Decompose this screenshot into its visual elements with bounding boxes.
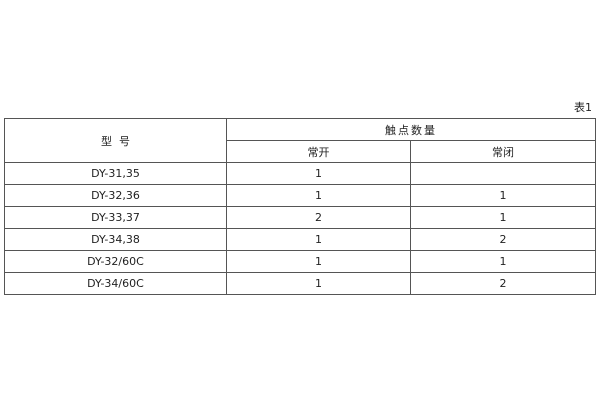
- cell-normally-open: 1: [226, 228, 411, 251]
- cell-model: DY-34/60C: [4, 272, 227, 295]
- table-row: DY-34/60C 1 2: [4, 272, 596, 295]
- table-caption: 表1: [574, 101, 592, 114]
- cell-normally-closed: 2: [410, 228, 596, 251]
- table-row: DY-32,36 1 1: [4, 184, 596, 207]
- cell-model: DY-32/60C: [4, 250, 227, 273]
- table-header-row: 型 号 触点数量: [4, 118, 596, 163]
- cell-model: DY-31,35: [4, 162, 227, 185]
- cell-normally-open: 1: [226, 250, 411, 273]
- table-row: DY-32/60C 1 1: [4, 250, 596, 273]
- cell-normally-open: 2: [226, 206, 411, 229]
- table-row: DY-34,38 1 2: [4, 228, 596, 251]
- cell-normally-closed: [410, 162, 596, 185]
- table-row: DY-31,35 1: [4, 162, 596, 185]
- cell-model: DY-34,38: [4, 228, 227, 251]
- cell-model: DY-32,36: [4, 184, 227, 207]
- cell-normally-closed: 1: [410, 184, 596, 207]
- table-row: DY-33,37 2 1: [4, 206, 596, 229]
- header-normally-open: 常开: [226, 140, 411, 163]
- header-normally-closed: 常闭: [410, 140, 596, 163]
- cell-normally-open: 1: [226, 272, 411, 295]
- cell-normally-open: 1: [226, 162, 411, 185]
- cell-model: DY-33,37: [4, 206, 227, 229]
- cell-normally-closed: 1: [410, 206, 596, 229]
- cell-normally-closed: 2: [410, 272, 596, 295]
- contacts-table: 型 号 触点数量 常开 常闭 DY-31,35 1 DY-32,36 1 1 DY-33,…: [4, 118, 596, 295]
- header-model: 型 号: [4, 118, 227, 163]
- cell-normally-closed: 1: [410, 250, 596, 273]
- header-contacts: 触点数量: [226, 118, 596, 141]
- cell-normally-open: 1: [226, 184, 411, 207]
